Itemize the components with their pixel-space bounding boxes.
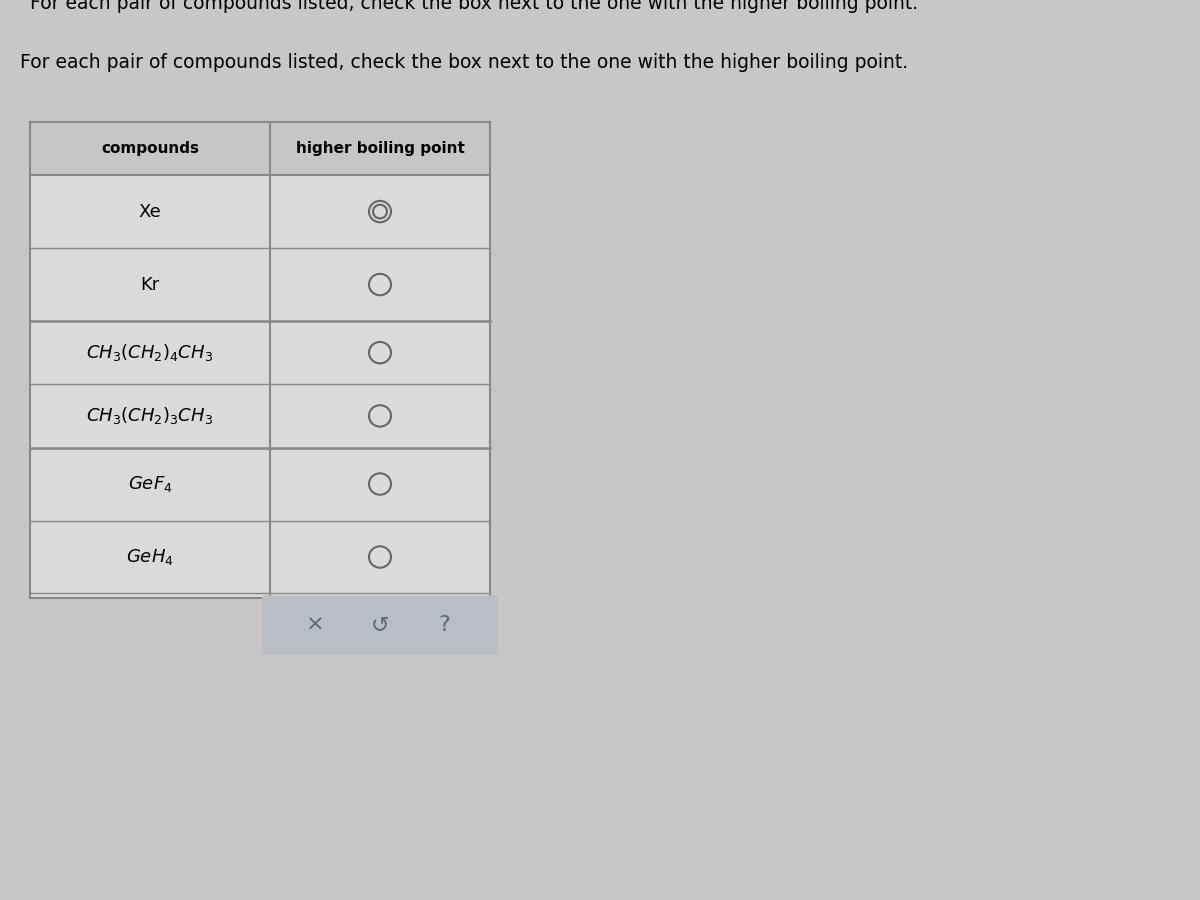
FancyBboxPatch shape [262, 596, 498, 655]
Text: Xe: Xe [139, 202, 161, 220]
Text: higher boiling point: higher boiling point [295, 140, 464, 156]
Text: ↺: ↺ [371, 615, 389, 635]
Polygon shape [30, 122, 490, 176]
Text: ×: × [306, 615, 325, 635]
Text: For each pair of compounds listed, check the box next to the one with the higher: For each pair of compounds listed, check… [30, 0, 918, 13]
Text: Kr: Kr [140, 275, 160, 293]
Text: $GeH_4$: $GeH_4$ [126, 547, 174, 567]
Text: $CH_3(CH_2)_4CH_3$: $CH_3(CH_2)_4CH_3$ [86, 342, 214, 364]
Text: For each pair of compounds listed, check the box next to the one with the higher: For each pair of compounds listed, check… [20, 53, 908, 72]
Text: $GeF_4$: $GeF_4$ [127, 474, 173, 494]
Text: compounds: compounds [101, 140, 199, 156]
Polygon shape [30, 122, 490, 598]
Text: $CH_3(CH_2)_3CH_3$: $CH_3(CH_2)_3CH_3$ [86, 405, 214, 427]
Text: ?: ? [438, 615, 450, 635]
